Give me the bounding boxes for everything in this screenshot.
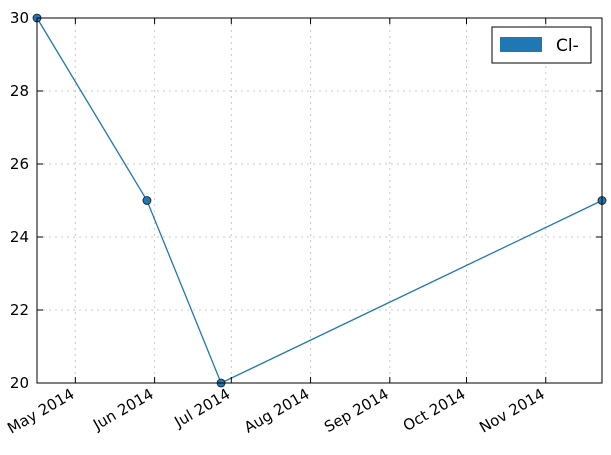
y-tick-label: 26 <box>10 155 29 173</box>
y-tick-label: 20 <box>10 374 29 392</box>
x-tick-label: Sep 2014 <box>321 385 392 436</box>
y-axis-tick-labels: 20 22 24 26 28 30 <box>10 9 29 392</box>
x-tick-label: Oct 2014 <box>400 385 469 435</box>
series-line <box>36 17 603 384</box>
y-tick-label: 24 <box>10 228 29 246</box>
plot-frame <box>36 17 603 384</box>
x-tick-label: Jul 2014 <box>171 385 234 432</box>
legend-label: Cl- <box>556 36 579 56</box>
x-axis-tick-labels: May 2014 Jun 2014 Jul 2014 Aug 2014 Sep 2014… <box>4 385 547 438</box>
legend-swatch <box>500 37 542 52</box>
y-tick-label: 30 <box>10 9 29 27</box>
legend: Cl- <box>491 26 592 64</box>
grid <box>37 17 602 384</box>
series-layer <box>32 13 607 388</box>
y-tick-label: 22 <box>10 301 29 319</box>
axis-ticks <box>37 17 602 384</box>
y-tick-label: 28 <box>10 82 29 100</box>
x-tick-label: May 2014 <box>4 385 77 438</box>
x-tick-label: Aug 2014 <box>241 385 313 437</box>
x-tick-label: Jun 2014 <box>89 385 156 434</box>
data-point <box>142 196 152 205</box>
x-tick-label: Nov 2014 <box>476 385 548 437</box>
